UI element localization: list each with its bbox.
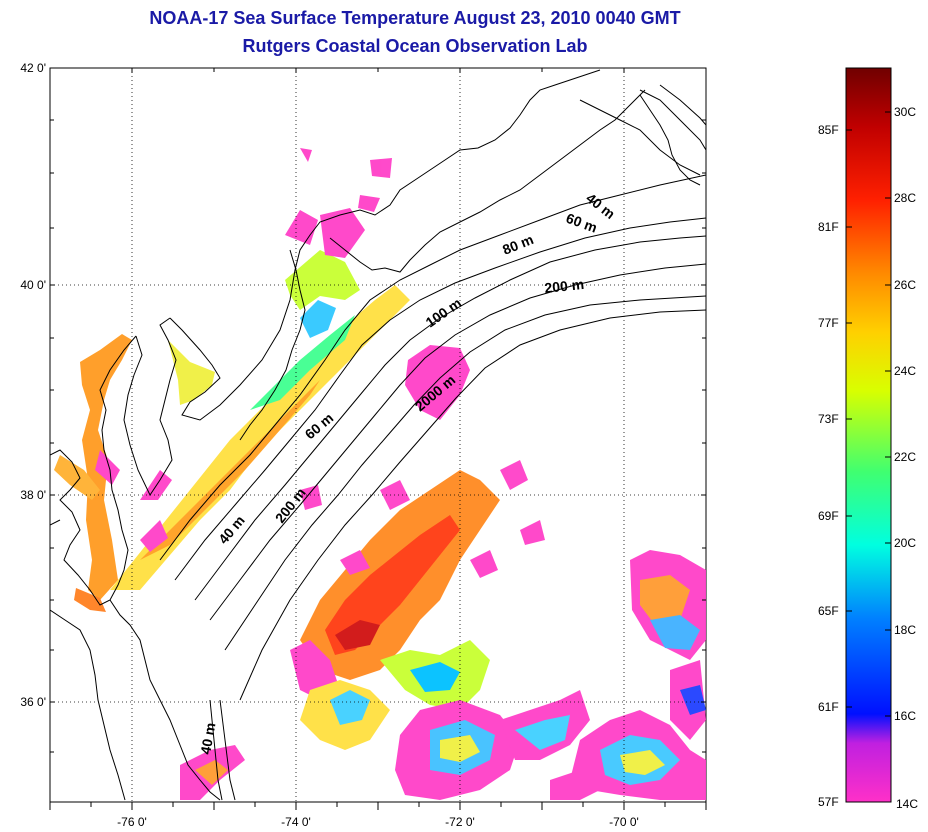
delaware-bay-sst <box>168 340 215 405</box>
graticule <box>50 68 706 802</box>
colorbar-f-81: 81F <box>818 220 839 234</box>
colorbar-c-30: 30C <box>894 105 917 119</box>
colorbar-gradient <box>845 67 892 803</box>
lon-label-74: -74 0' <box>281 815 311 829</box>
colorbar-c-16: 16C <box>894 709 917 723</box>
colorbar-f-61: 61F <box>818 700 839 714</box>
lat-label-38: 38 0' <box>20 488 46 502</box>
colorbar-f-69: 69F <box>818 509 839 523</box>
map-subtitle: Rutgers Coastal Ocean Observation Lab <box>242 36 588 56</box>
colorbar-f-57: 57F <box>818 795 839 809</box>
lon-label-76: -76 0' <box>117 815 147 829</box>
colorbar-c-14: 14C <box>896 797 919 811</box>
tick-marks <box>49 67 707 810</box>
colorbar-ticks <box>846 111 891 717</box>
colorbar-c-20: 20C <box>894 536 917 550</box>
colorbar-f-65: 65F <box>818 604 839 618</box>
colorbar-f-85: 85F <box>818 123 839 137</box>
contour-80m <box>194 235 706 601</box>
lon-label-70: -70 0' <box>609 815 639 829</box>
colorbar-c-18: 18C <box>894 623 917 637</box>
colorbar-f-77: 77F <box>818 316 839 330</box>
lat-label-42: 42 0' <box>20 61 46 75</box>
contour-60m <box>174 217 706 581</box>
map-title: NOAA-17 Sea Surface Temperature August 2… <box>149 8 681 28</box>
lat-label-40: 40 0' <box>20 278 46 292</box>
contour-200m <box>224 295 706 651</box>
sst-patches <box>54 148 706 800</box>
contour-40m <box>159 174 706 561</box>
lat-label-36: 36 0' <box>20 695 46 709</box>
lon-label-72: -72 0' <box>445 815 475 829</box>
contour-label-200m-north: 200 m <box>544 276 585 296</box>
map-frame <box>49 67 707 803</box>
colorbar-c-22: 22C <box>894 450 917 464</box>
colorbar-f-73: 73F <box>818 412 839 426</box>
contour-100m <box>209 263 706 621</box>
colorbar-c-26: 26C <box>894 278 917 292</box>
bathymetry-contours <box>159 84 706 801</box>
shelf-band-sst <box>110 285 410 590</box>
colorbar-c-24: 24C <box>894 364 917 378</box>
contour-label-40m-south: 40 m <box>197 721 218 755</box>
colorbar-c-28: 28C <box>894 191 917 205</box>
contour-2000m <box>239 309 706 701</box>
